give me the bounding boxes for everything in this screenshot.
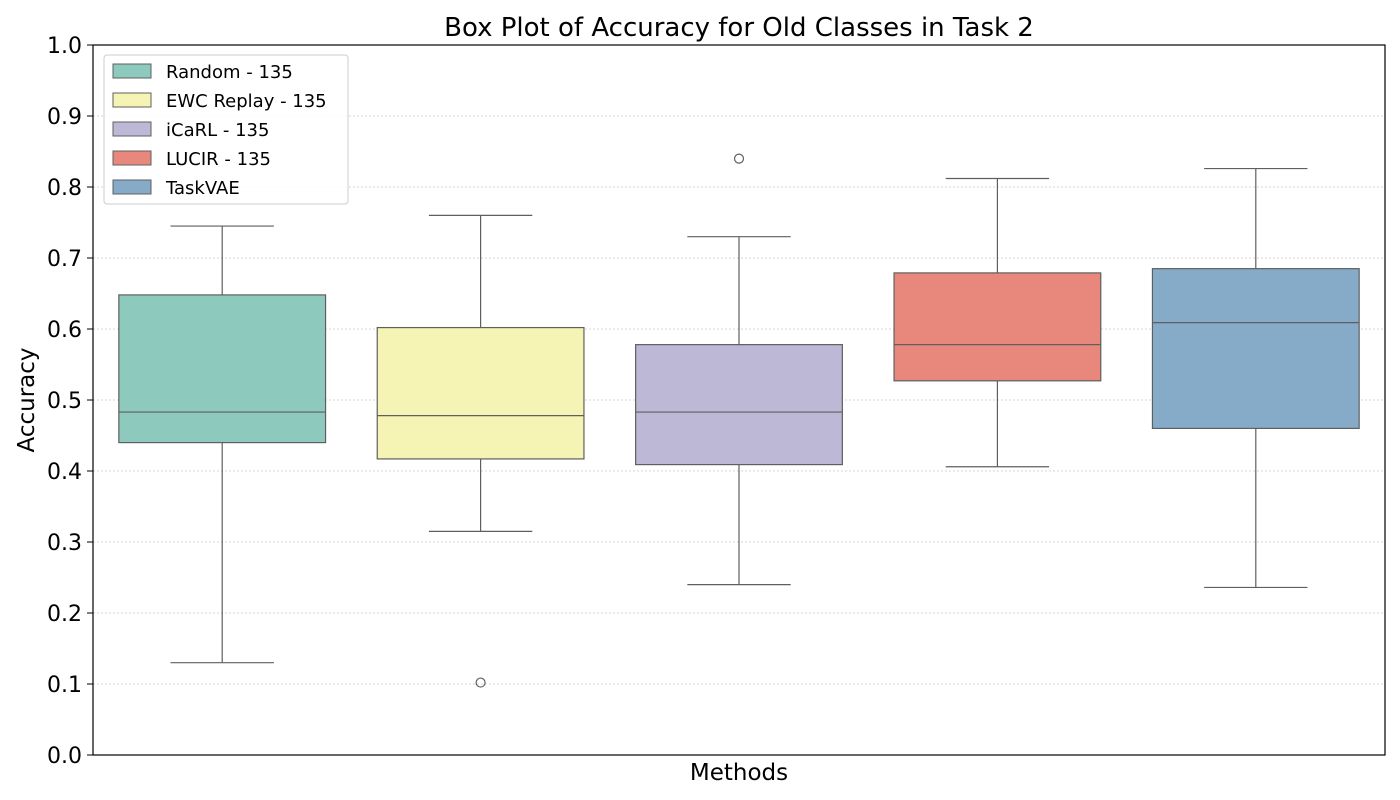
box-3 (635, 153, 843, 586)
y-tick-label: 0.5 (47, 389, 82, 414)
legend: Random - 135 EWC Replay - 135 iCaRL - 135 L… (103, 54, 349, 205)
legend-item-3: iCaRL - 135 (112, 120, 269, 141)
y-axis-ticks: 0.0 0.1 0.2 0.3 0.4 0.5 0.6 0.7 0.8 0.9 1.0 (47, 34, 93, 769)
y-axis-label: Accuracy (14, 347, 40, 452)
iqr-box (635, 344, 843, 466)
chart-title: Box Plot of Accuracy for Old Classes in … (444, 13, 1034, 43)
legend-label: EWC Replay - 135 (166, 91, 327, 112)
legend-item-5: TaskVAE (112, 178, 240, 199)
legend-item-4: LUCIR - 135 (112, 149, 271, 170)
box-2 (376, 214, 585, 688)
iqr-box (376, 326, 585, 460)
legend-label: LUCIR - 135 (166, 149, 271, 170)
y-tick-label: 0.7 (47, 247, 82, 272)
outlier-point (733, 153, 745, 164)
y-tick-label: 0.8 (47, 176, 82, 201)
y-tick-label: 0.6 (47, 318, 82, 343)
legend-swatch (112, 63, 152, 79)
iqr-box (1151, 268, 1360, 429)
legend-item-1: Random - 135 (112, 62, 293, 83)
y-tick-label: 1.0 (47, 34, 82, 59)
box-5 (1151, 167, 1360, 589)
outlier-point (475, 677, 486, 688)
box-4 (893, 177, 1102, 468)
y-tick-label: 0.9 (47, 105, 82, 130)
legend-frame (103, 54, 349, 205)
y-tick-label: 0.0 (47, 744, 82, 769)
y-tick-label: 0.2 (47, 602, 82, 627)
y-tick-label: 0.3 (47, 531, 82, 556)
box-series-layer (118, 153, 1360, 688)
legend-swatch (112, 150, 152, 166)
y-tick-label: 0.4 (47, 460, 82, 485)
legend-label: Random - 135 (166, 62, 293, 83)
legend-swatch (112, 92, 152, 108)
legend-label: TaskVAE (165, 178, 240, 199)
box-1 (118, 225, 327, 664)
legend-item-2: EWC Replay - 135 (112, 91, 327, 112)
legend-swatch (112, 121, 152, 137)
x-axis-label: Methods (690, 760, 788, 786)
legend-label: iCaRL - 135 (166, 120, 269, 141)
iqr-box (893, 272, 1102, 382)
iqr-box (118, 294, 327, 444)
legend-swatch (112, 179, 152, 195)
y-tick-label: 0.1 (47, 673, 82, 698)
